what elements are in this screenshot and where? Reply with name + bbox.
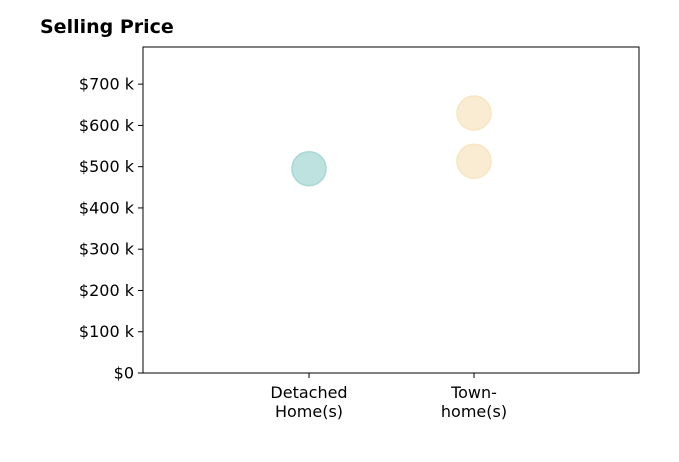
x-tick-label: Town-home(s) xyxy=(441,383,507,421)
y-axis: $0 $100 k $200 k $300 k $400 k $500 k $600 k $7… xyxy=(79,75,143,383)
y-tick-label: $0 xyxy=(114,364,134,383)
y-tick-label: $200 k xyxy=(79,281,135,300)
x-axis: Detached Home(s) Town-home(s) xyxy=(270,373,507,421)
y-tick-label: $600 k xyxy=(79,116,135,135)
y-tick-label: $500 k xyxy=(79,157,135,176)
plot-frame xyxy=(142,46,640,374)
chart-title: Selling Price xyxy=(40,16,174,38)
x-tick-label: Detached Home(s) xyxy=(270,383,347,421)
data-point xyxy=(456,143,492,180)
data-point xyxy=(456,95,492,131)
y-tick-label: $400 k xyxy=(79,198,135,217)
y-tick-label: $700 k xyxy=(79,75,135,94)
data-point xyxy=(291,150,327,187)
y-tick-label: $100 k xyxy=(79,322,135,341)
y-tick-label: $300 k xyxy=(79,240,135,259)
data-points xyxy=(291,95,492,187)
